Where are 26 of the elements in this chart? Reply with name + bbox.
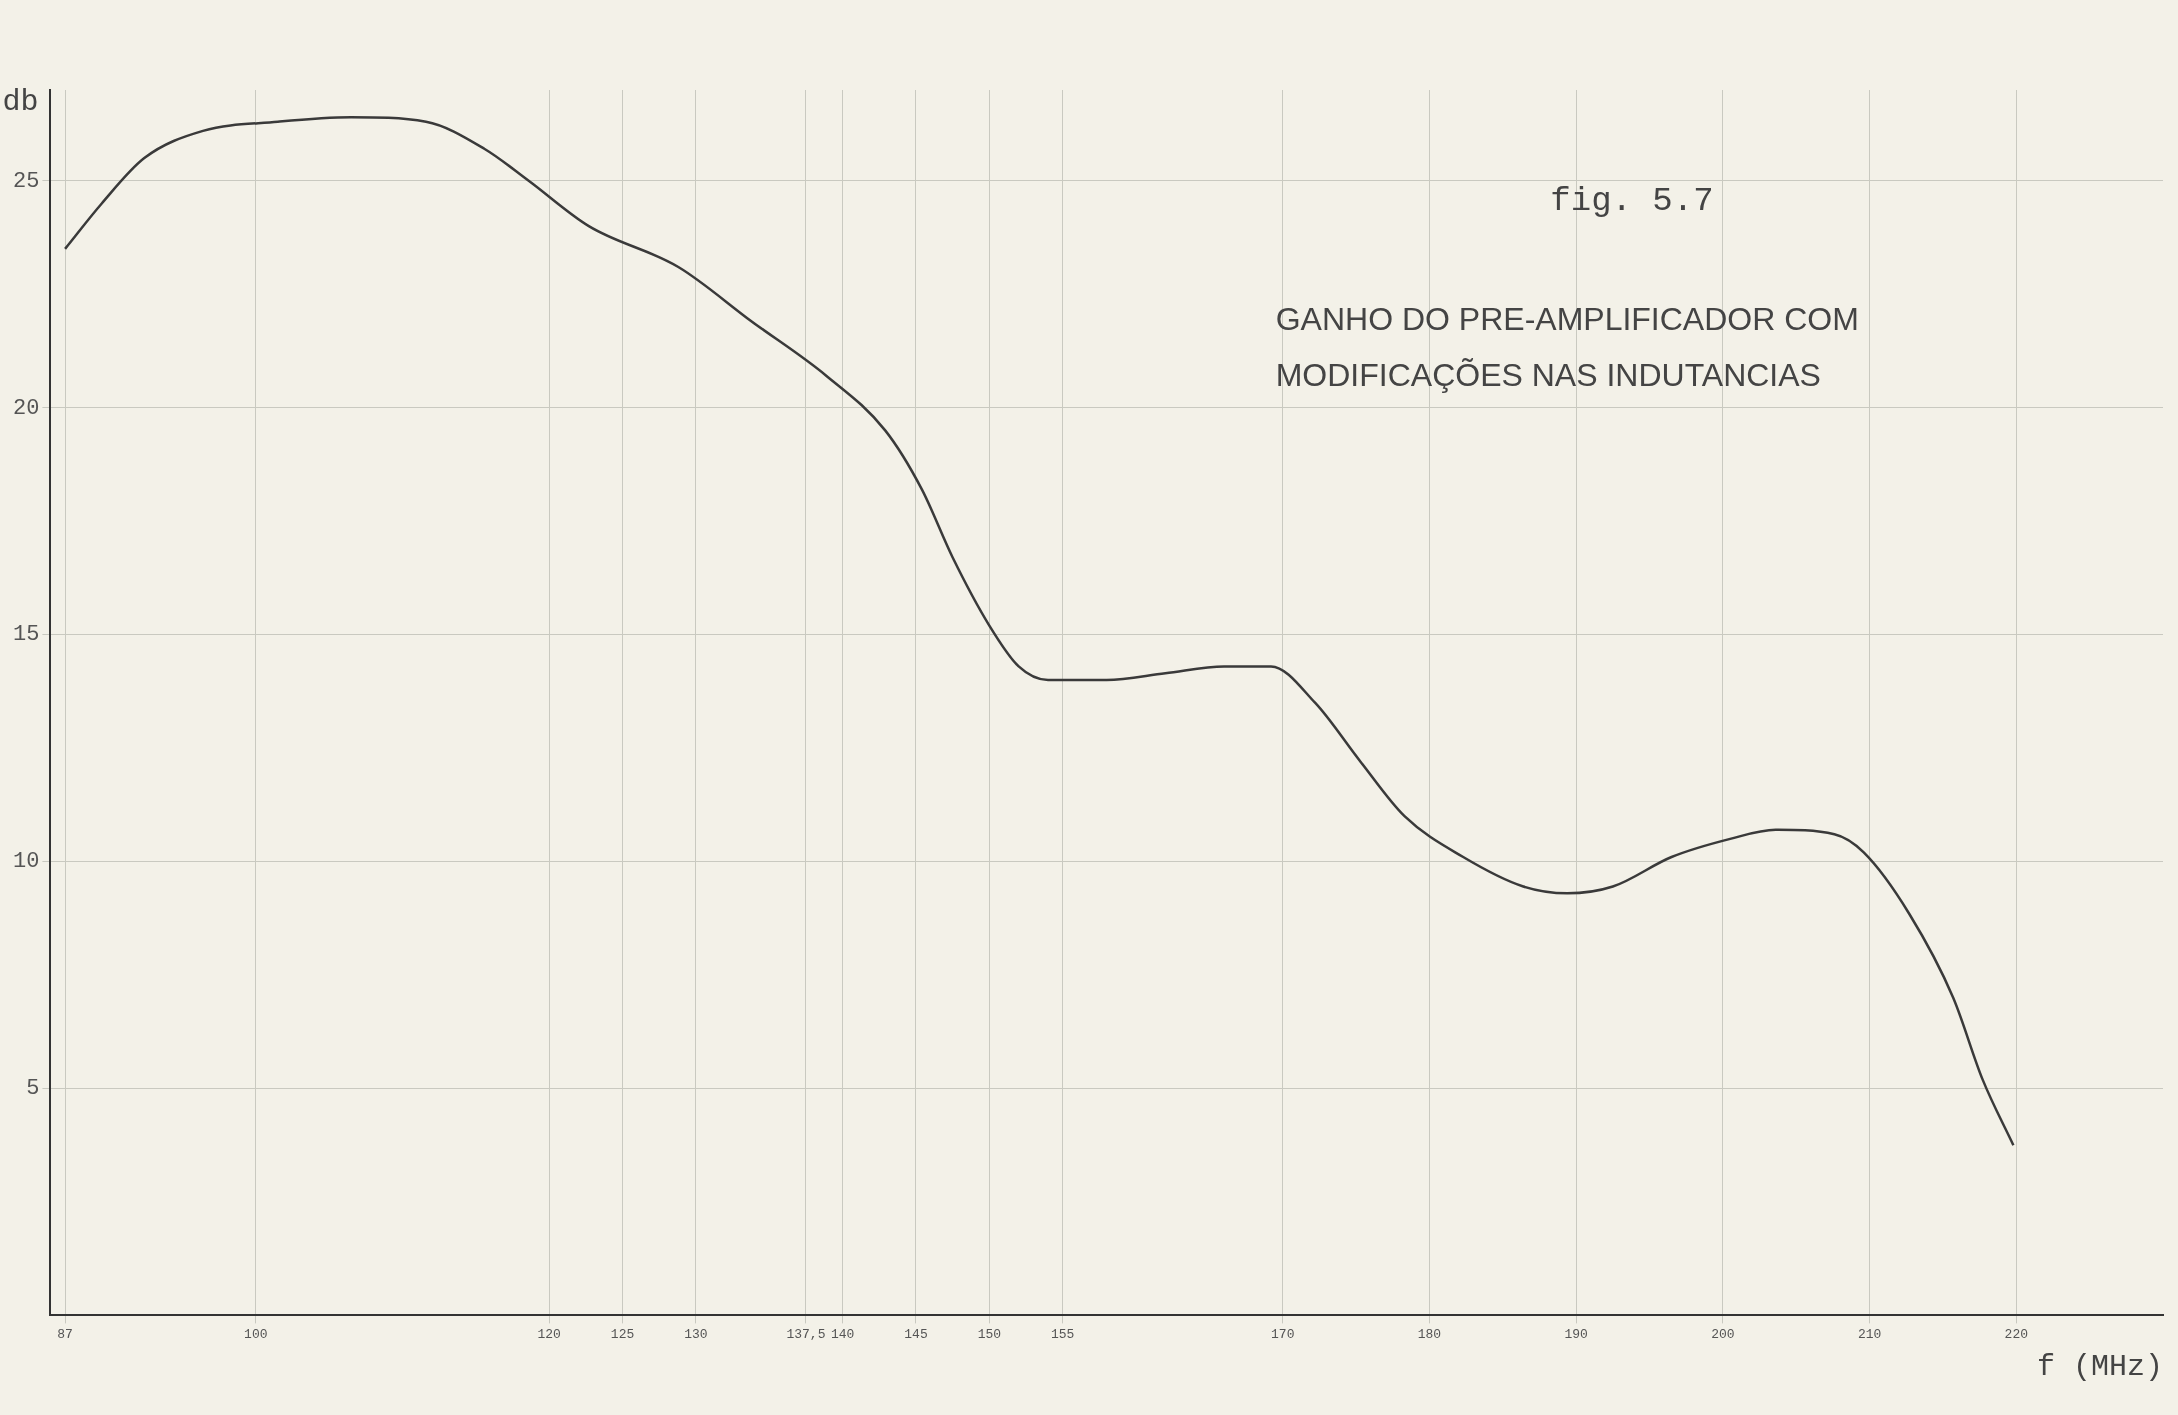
annotation: fig. 5.7: [1550, 182, 1714, 220]
x-tick-label: 210: [1857, 1326, 1882, 1342]
x-tick-label: 150: [977, 1326, 1002, 1342]
y-tick-label: 5: [26, 1076, 40, 1102]
line-series: [63, 115, 2015, 1147]
y-axis-title: db: [2, 85, 39, 119]
x-tick-label: 155: [1050, 1326, 1075, 1342]
x-tick-label: 145: [904, 1326, 928, 1342]
text: GANHO DO PRE-AMPLIFICADOR COM MODIFICAÇÕES NAS INDUTANCIAS: [1275, 301, 1859, 393]
x-tick-label: 87: [57, 1326, 73, 1342]
x-tick-label: 137,5: [786, 1326, 826, 1342]
x-tick-label: 200: [1711, 1326, 1735, 1342]
x-tick-label: 130: [684, 1326, 708, 1342]
x-tick-label: 220: [2004, 1326, 2028, 1342]
x-tick-label: 170: [1271, 1326, 1295, 1342]
x-tick-label: 180: [1417, 1326, 1442, 1342]
y-tick-label: 10: [13, 849, 40, 875]
y-tick-label: 25: [13, 168, 40, 194]
x-axis-title: f (MHz): [2036, 1350, 2163, 1385]
x-tick-label: 140: [830, 1326, 855, 1342]
x-tick-label: 125: [610, 1326, 635, 1342]
y-tick-label: 15: [13, 622, 40, 648]
y-tick-label: 20: [13, 395, 40, 421]
x-tick-label: 100: [244, 1326, 268, 1342]
x-tick-label: 190: [1564, 1326, 1588, 1342]
x-tick-label: 120: [537, 1326, 561, 1342]
